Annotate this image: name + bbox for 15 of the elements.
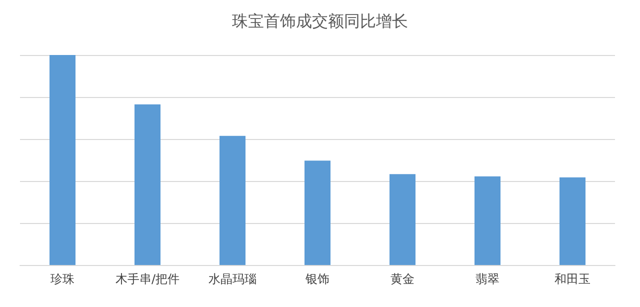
x-tick-label: 黄金 bbox=[390, 272, 414, 286]
x-tick-label: 水晶玛瑙 bbox=[208, 272, 256, 286]
x-tick-label: 和田玉 bbox=[554, 272, 590, 286]
bar bbox=[134, 104, 160, 265]
bar bbox=[50, 55, 76, 265]
bar bbox=[390, 174, 416, 265]
chart-title: 珠宝首饰成交额同比增长 bbox=[232, 12, 408, 30]
bar bbox=[220, 136, 246, 265]
x-tick-label: 木手串/把件 bbox=[115, 272, 180, 286]
bar bbox=[560, 177, 586, 265]
x-tick-label: 翡翠 bbox=[476, 272, 500, 286]
bar bbox=[304, 160, 330, 265]
x-tick-label: 珍珠 bbox=[50, 272, 74, 286]
bar bbox=[474, 176, 500, 265]
x-tick-label: 银饰 bbox=[304, 272, 330, 286]
